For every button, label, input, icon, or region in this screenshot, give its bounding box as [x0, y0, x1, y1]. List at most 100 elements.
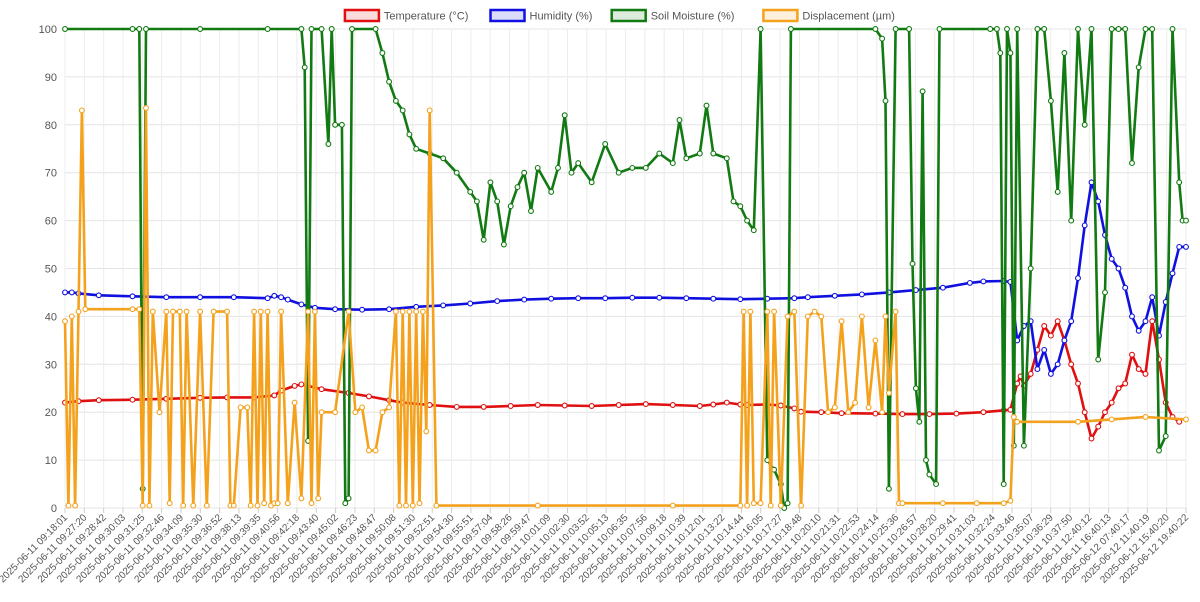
data-point — [882, 97, 889, 104]
data-point — [858, 313, 865, 320]
data-point — [1169, 26, 1176, 32]
data-point — [264, 295, 271, 302]
data-point — [1088, 179, 1095, 186]
data-point — [1075, 418, 1081, 425]
data-point — [1061, 50, 1068, 56]
data-point — [909, 260, 916, 267]
y-tick-label: 60 — [45, 216, 57, 228]
data-point — [740, 308, 747, 315]
data-point — [1068, 217, 1075, 224]
legend-item[interactable]: Displacement (µm) — [762, 8, 895, 23]
data-point — [284, 296, 291, 303]
data-point — [1007, 497, 1014, 504]
data-point — [156, 409, 163, 416]
data-point — [1135, 366, 1142, 373]
data-point — [548, 188, 555, 195]
data-point — [352, 409, 359, 416]
data-point — [146, 502, 153, 509]
data-point — [548, 295, 555, 302]
data-point — [349, 26, 355, 32]
data-point — [845, 409, 852, 416]
data-point — [1027, 265, 1034, 272]
data-point — [865, 404, 872, 411]
data-point — [197, 26, 204, 32]
data-point — [416, 500, 423, 507]
data-point — [325, 141, 332, 147]
data-point — [473, 198, 480, 205]
data-point — [453, 169, 460, 176]
y-tick-label: 70 — [45, 168, 57, 180]
data-point — [75, 308, 82, 315]
legend-label: Humidity (%) — [530, 11, 593, 23]
data-point — [65, 502, 72, 509]
data-point — [1183, 217, 1189, 224]
data-point — [534, 164, 541, 171]
data-point — [338, 121, 345, 128]
data-point — [656, 294, 663, 301]
data-point — [980, 409, 987, 416]
data-point — [1129, 160, 1135, 167]
data-point — [885, 485, 892, 492]
legend-item[interactable]: Temperature (°C) — [343, 8, 468, 23]
data-point — [1054, 361, 1061, 368]
data-point — [710, 401, 717, 408]
data-point — [1142, 26, 1149, 32]
data-point — [386, 306, 393, 313]
data-point — [831, 404, 838, 411]
data-point — [953, 410, 960, 417]
data-point — [345, 308, 352, 315]
legend-swatch — [343, 8, 381, 23]
data-point — [1014, 26, 1021, 32]
data-point — [298, 26, 305, 32]
data-point — [386, 404, 393, 411]
y-tick-label: 90 — [45, 72, 57, 84]
data-point — [521, 296, 528, 303]
data-point — [831, 292, 838, 299]
data-point — [882, 313, 889, 320]
data-point — [744, 217, 751, 224]
data-point — [129, 396, 136, 403]
data-point — [440, 302, 447, 309]
data-point — [308, 26, 315, 32]
data-point — [379, 409, 386, 416]
data-point — [406, 131, 413, 138]
data-point — [1095, 356, 1102, 363]
data-point — [899, 500, 906, 507]
data-point — [1142, 414, 1149, 420]
data-point — [284, 500, 291, 507]
series-1 — [62, 179, 1189, 377]
data-point — [1135, 327, 1142, 334]
data-point — [453, 403, 460, 410]
data-point — [264, 308, 271, 315]
data-point — [413, 308, 420, 315]
data-point — [1007, 50, 1014, 56]
data-point — [879, 35, 886, 42]
data-point — [1034, 26, 1041, 32]
data-point — [939, 284, 946, 291]
data-point — [767, 502, 774, 509]
data-point — [399, 308, 406, 315]
data-point — [95, 292, 102, 299]
y-tick-label: 80 — [45, 120, 57, 132]
data-point — [1088, 435, 1095, 442]
data-point — [62, 26, 68, 32]
data-point — [787, 26, 794, 32]
data-point — [764, 308, 771, 315]
data-point — [1095, 423, 1102, 430]
data-point — [723, 155, 730, 162]
y-tick-label: 30 — [45, 359, 57, 371]
data-point — [561, 112, 568, 119]
data-point — [426, 107, 433, 114]
data-point — [291, 382, 298, 389]
data-point — [68, 289, 75, 296]
legend-item[interactable]: Humidity (%) — [489, 8, 593, 23]
data-point — [923, 457, 929, 464]
data-point — [328, 26, 335, 32]
legend-item[interactable]: Soil Moisture (%) — [610, 8, 735, 23]
data-point — [298, 381, 305, 388]
data-point — [696, 403, 703, 409]
data-point — [264, 26, 271, 32]
legend[interactable]: Temperature (°C) Humidity (%) Soil Moistur… — [343, 8, 895, 23]
data-point — [298, 301, 305, 308]
